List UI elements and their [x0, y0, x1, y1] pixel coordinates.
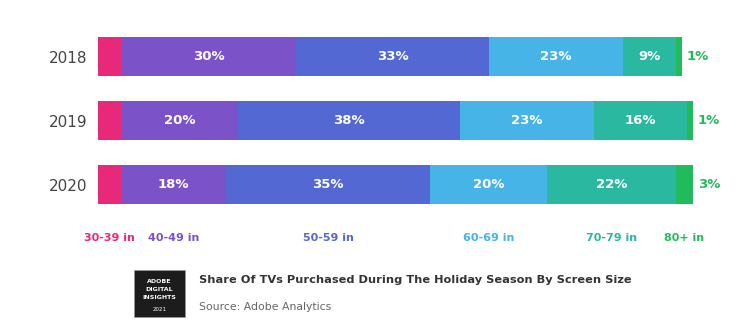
Text: 16%: 16% — [625, 114, 656, 127]
Bar — [688, 101, 693, 141]
Bar — [98, 37, 121, 77]
Bar — [548, 165, 676, 204]
Text: 23%: 23% — [540, 50, 572, 63]
Bar — [623, 37, 676, 77]
Text: 2021: 2021 — [152, 306, 166, 312]
Text: 35%: 35% — [313, 178, 344, 191]
Bar — [98, 101, 121, 141]
Text: 1%: 1% — [698, 114, 720, 127]
Text: 60-69 in: 60-69 in — [464, 233, 514, 243]
Bar — [238, 101, 460, 141]
Bar — [121, 37, 296, 77]
Text: 50-59 in: 50-59 in — [303, 233, 354, 243]
Text: 30-39 in: 30-39 in — [84, 233, 134, 243]
Bar — [676, 37, 682, 77]
Text: 70-79 in: 70-79 in — [586, 233, 637, 243]
Bar — [121, 101, 238, 141]
Bar — [226, 165, 430, 204]
Text: 20%: 20% — [473, 178, 505, 191]
Text: 22%: 22% — [596, 178, 627, 191]
Text: 23%: 23% — [511, 114, 542, 127]
Bar — [460, 101, 594, 141]
Text: 30%: 30% — [193, 50, 224, 63]
Text: 38%: 38% — [333, 114, 364, 127]
Bar — [296, 37, 489, 77]
Text: 80+ in: 80+ in — [664, 233, 704, 243]
Text: 40-49 in: 40-49 in — [148, 233, 200, 243]
Text: 3%: 3% — [698, 178, 720, 191]
Text: INSIGHTS: INSIGHTS — [142, 295, 176, 300]
FancyBboxPatch shape — [134, 270, 184, 317]
Text: 18%: 18% — [158, 178, 189, 191]
Bar — [594, 101, 688, 141]
Bar — [430, 165, 548, 204]
Bar — [489, 37, 623, 77]
Bar — [676, 165, 693, 204]
Text: 9%: 9% — [638, 50, 661, 63]
Text: ADOBE: ADOBE — [147, 279, 172, 284]
Text: Share Of TVs Purchased During The Holiday Season By Screen Size: Share Of TVs Purchased During The Holida… — [199, 275, 632, 286]
Bar — [98, 165, 121, 204]
Text: Source: Adobe Analytics: Source: Adobe Analytics — [199, 302, 331, 312]
Text: DIGITAL: DIGITAL — [146, 287, 173, 292]
Text: 20%: 20% — [164, 114, 195, 127]
Text: 1%: 1% — [686, 50, 709, 63]
Text: 33%: 33% — [376, 50, 408, 63]
Bar — [121, 165, 226, 204]
